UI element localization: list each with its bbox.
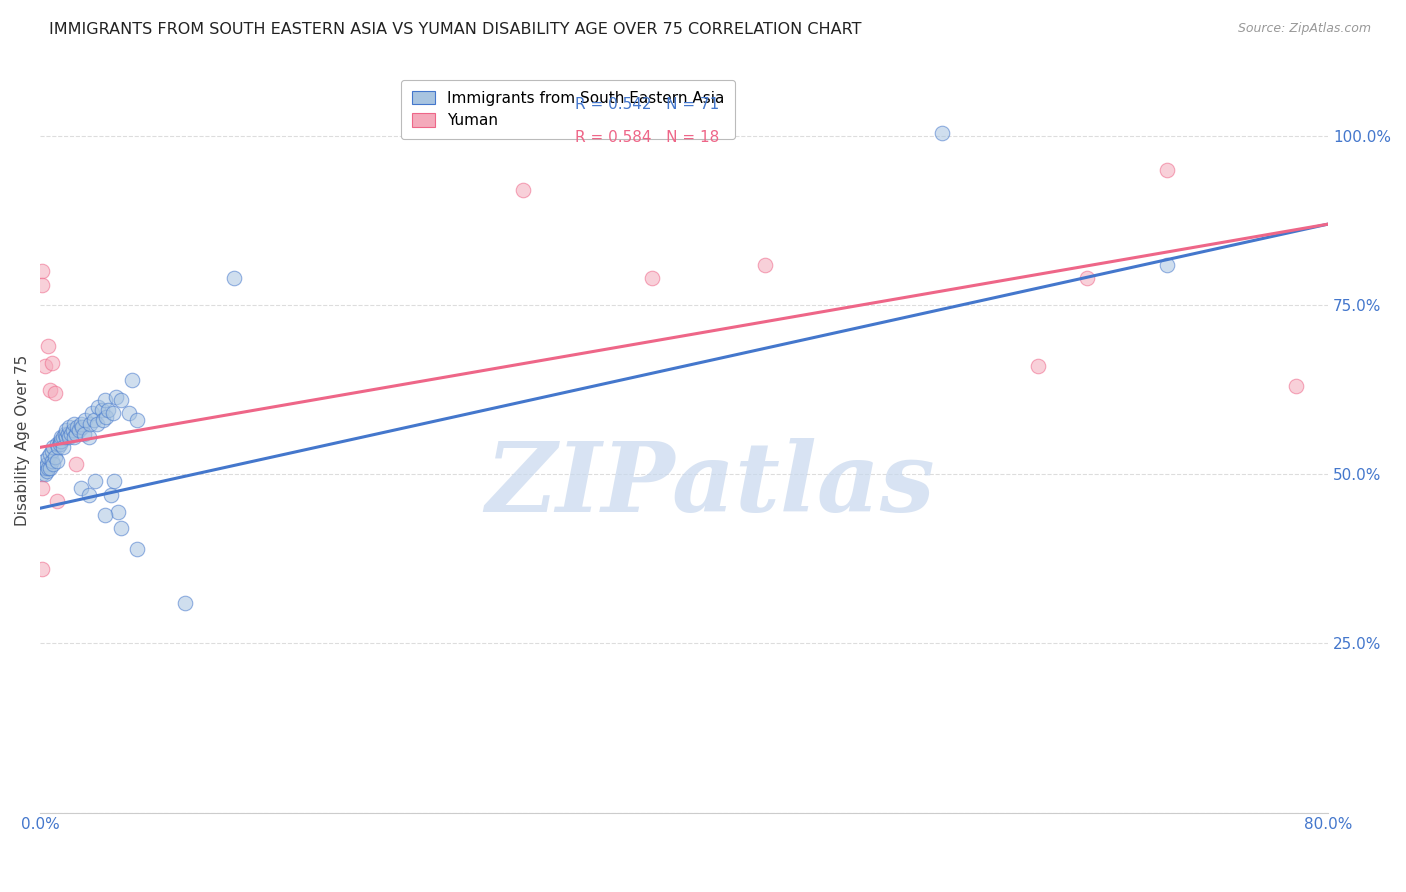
Point [63,430,86,444]
Point [58,430,80,444]
Point [59,426,82,441]
Point [67,423,90,437]
Point [34,467,56,482]
Point [1028,359,1050,373]
Point [125,413,148,427]
Point [32,460,55,475]
Point [65,426,87,441]
Point [52,440,75,454]
Point [55,423,77,437]
Point [118,407,141,421]
Point [103,474,125,488]
Point [96,409,118,424]
Point [75,413,97,427]
Point [512,183,534,197]
Point [1156,163,1178,178]
Point [110,392,132,407]
Point [69,481,91,495]
Point [1076,271,1098,285]
Point [90,403,112,417]
Point [37,460,59,475]
Point [41,454,63,468]
Point [42,440,65,454]
Point [51,434,73,448]
Point [31,481,53,495]
Point [37,339,59,353]
Point [52,430,75,444]
Point [69,417,91,431]
Point [35,457,58,471]
Point [31,467,53,482]
Point [110,521,132,535]
Point [94,508,117,522]
Text: Source: ZipAtlas.com: Source: ZipAtlas.com [1237,22,1371,36]
Point [41,356,63,370]
Point [45,437,67,451]
Point [42,457,65,471]
Point [37,450,59,465]
Point [125,541,148,556]
Point [39,460,62,475]
Point [73,426,96,441]
Point [56,426,79,441]
Point [72,420,94,434]
Y-axis label: Disability Age Over 75: Disability Age Over 75 [15,355,30,526]
Point [105,390,128,404]
Point [84,474,107,488]
Point [41,443,63,458]
Point [80,407,103,421]
Point [48,437,70,451]
Legend: Immigrants from South Eastern Asia, Yuman: Immigrants from South Eastern Asia, Yuma… [402,80,735,139]
Point [641,271,664,285]
Point [91,413,114,427]
Point [77,488,100,502]
Point [53,426,76,441]
Point [58,420,80,434]
Point [45,454,67,468]
Point [100,488,122,502]
Point [77,430,100,444]
Point [754,258,776,272]
Point [51,430,73,444]
Point [55,430,77,444]
Point [1285,379,1308,393]
Point [97,403,120,417]
Point [39,447,62,461]
Point [83,413,105,427]
Point [48,434,70,448]
Point [65,457,87,471]
Point [87,400,110,414]
Point [34,359,56,373]
Point [35,464,58,478]
Point [86,417,108,431]
Point [101,407,124,421]
Point [931,126,953,140]
Point [174,596,197,610]
Point [66,420,89,434]
Point [79,417,101,431]
Point [1156,258,1178,272]
Point [94,392,117,407]
Point [44,386,66,401]
Point [46,440,69,454]
Point [31,264,53,278]
Point [45,494,67,508]
Point [32,454,55,468]
Text: R = 0.584   N = 18: R = 0.584 N = 18 [575,129,718,145]
Point [222,271,245,285]
Point [121,373,143,387]
Point [107,504,129,518]
Point [63,417,86,431]
Point [39,383,62,397]
Point [31,277,53,292]
Text: R = 0.542   N = 71: R = 0.542 N = 71 [575,97,718,112]
Point [34,460,56,475]
Point [62,423,84,437]
Text: IMMIGRANTS FROM SOUTH EASTERN ASIA VS YUMAN DISABILITY AGE OVER 75 CORRELATION C: IMMIGRANTS FROM SOUTH EASTERN ASIA VS YU… [49,22,862,37]
Point [31,562,53,576]
Point [44,450,66,465]
Text: ZIPatlas: ZIPatlas [485,438,935,533]
